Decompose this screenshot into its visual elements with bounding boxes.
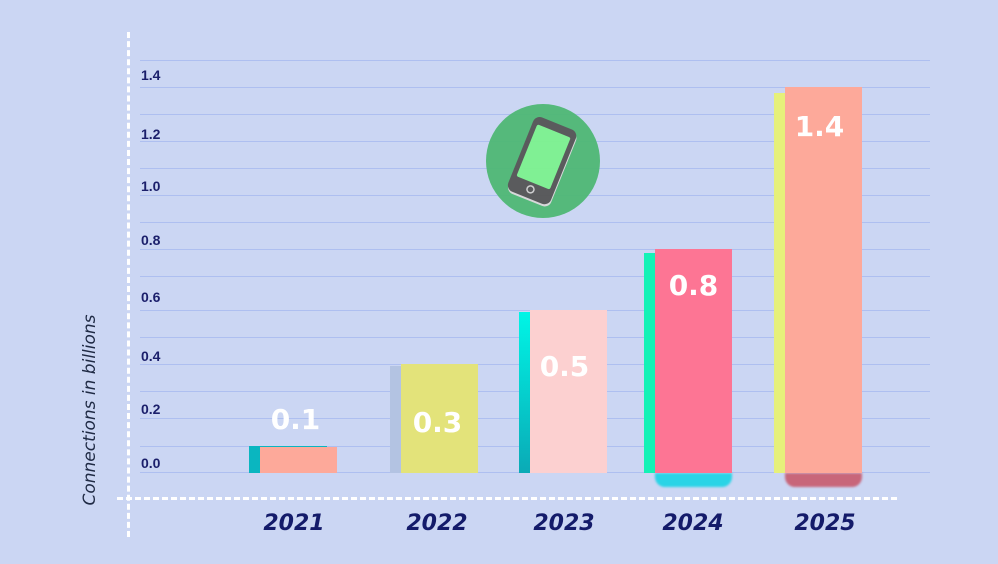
y-axis-title: Connections in billions xyxy=(80,314,100,506)
bar-accent-top xyxy=(260,446,327,447)
gridline xyxy=(140,276,930,277)
bar-value-label: 0.3 xyxy=(412,406,463,439)
bar-accent-strip xyxy=(390,366,401,473)
y-axis-line xyxy=(127,32,130,537)
x-tick-label-2022: 2022 xyxy=(406,511,468,536)
bar-shadow xyxy=(785,473,862,487)
bar-accent-strip xyxy=(644,253,655,473)
gridline xyxy=(140,60,930,61)
gridline xyxy=(140,222,930,223)
y-tick-label: 1.0 xyxy=(141,178,161,194)
x-tick-label-2023: 2023 xyxy=(533,511,595,536)
x-axis-line xyxy=(117,497,897,500)
smartphone-icon xyxy=(507,117,577,207)
bar-accent-strip xyxy=(774,93,785,473)
y-tick-label: 0.4 xyxy=(141,348,161,364)
bar-value-label: 0.5 xyxy=(539,350,590,383)
gridline xyxy=(140,249,930,250)
bar-accent-strip xyxy=(249,446,260,473)
y-tick-label: 0.8 xyxy=(141,232,161,248)
y-axis-title-container: Connections in billions xyxy=(80,300,100,520)
bar-2025[interactable] xyxy=(785,87,862,473)
bar-2024[interactable] xyxy=(655,249,732,473)
smartphone-badge xyxy=(486,104,600,218)
x-tick-label-2025: 2025 xyxy=(794,511,856,536)
gridline xyxy=(140,87,930,88)
x-tick-label-2024: 2024 xyxy=(662,511,724,536)
y-tick-label: 0.0 xyxy=(141,455,161,471)
bar-2022[interactable] xyxy=(401,364,478,473)
bar-value-label: 0.8 xyxy=(668,269,719,302)
bar-2021[interactable] xyxy=(260,447,337,473)
bar-shadow xyxy=(655,473,732,487)
y-tick-label: 0.2 xyxy=(141,401,161,417)
y-tick-label: 0.6 xyxy=(141,289,161,305)
bar-value-label: 0.1 xyxy=(270,403,321,436)
y-tick-label: 1.2 xyxy=(141,126,161,142)
y-tick-label: 1.4 xyxy=(141,67,161,83)
bar-2023[interactable] xyxy=(530,310,607,473)
bar-accent-strip xyxy=(519,312,530,473)
x-tick-label-2021: 2021 xyxy=(263,511,325,536)
bar-value-label: 1.4 xyxy=(794,110,845,143)
